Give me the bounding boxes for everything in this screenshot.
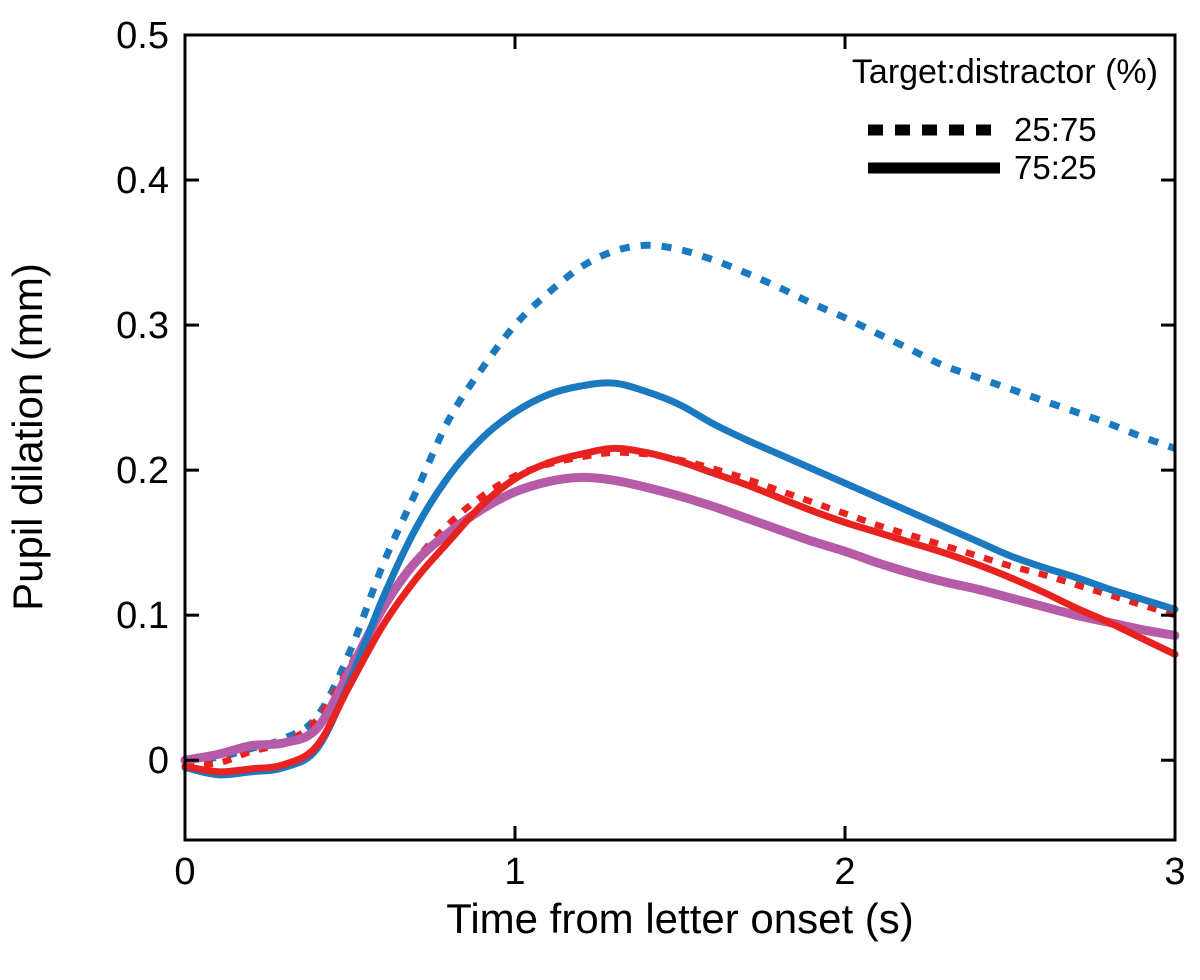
- axes-group: 0 1 2 3 0 0.1 0.2 0.3 0.4 0.5: [116, 15, 1185, 893]
- y-axis-label: Pupil dilation (mm): [4, 263, 51, 611]
- y-tick-label: 0.3: [116, 305, 169, 347]
- series-red-75-25-line: [181, 444, 1179, 776]
- series-group: [180, 241, 1180, 779]
- legend-entry-solid-label: 75:25: [1014, 149, 1097, 186]
- plot-box: [183, 33, 1177, 842]
- x-tick-label: 1: [504, 851, 525, 893]
- y-tick-label: 0: [148, 740, 169, 782]
- y-tick-label: 0.2: [116, 450, 169, 492]
- y-tick-label: 0.1: [116, 595, 169, 637]
- x-axis-label: Time from letter onset (s): [446, 895, 914, 942]
- x-tick-label: 3: [1164, 851, 1185, 893]
- legend-entry-dotted-label: 25:75: [1014, 111, 1097, 148]
- x-tick-label: 2: [834, 851, 855, 893]
- y-tick-label: 0.4: [116, 160, 169, 202]
- series-blue-25-75-line: [184, 241, 1177, 764]
- legend: Target:distractor (%) 25:75 75:25: [852, 53, 1158, 186]
- series-magenta-75-25-line: [180, 472, 1180, 765]
- x-tick-label: 0: [174, 851, 195, 893]
- legend-title: Target:distractor (%): [852, 53, 1158, 91]
- y-tick-label: 0.5: [116, 15, 169, 57]
